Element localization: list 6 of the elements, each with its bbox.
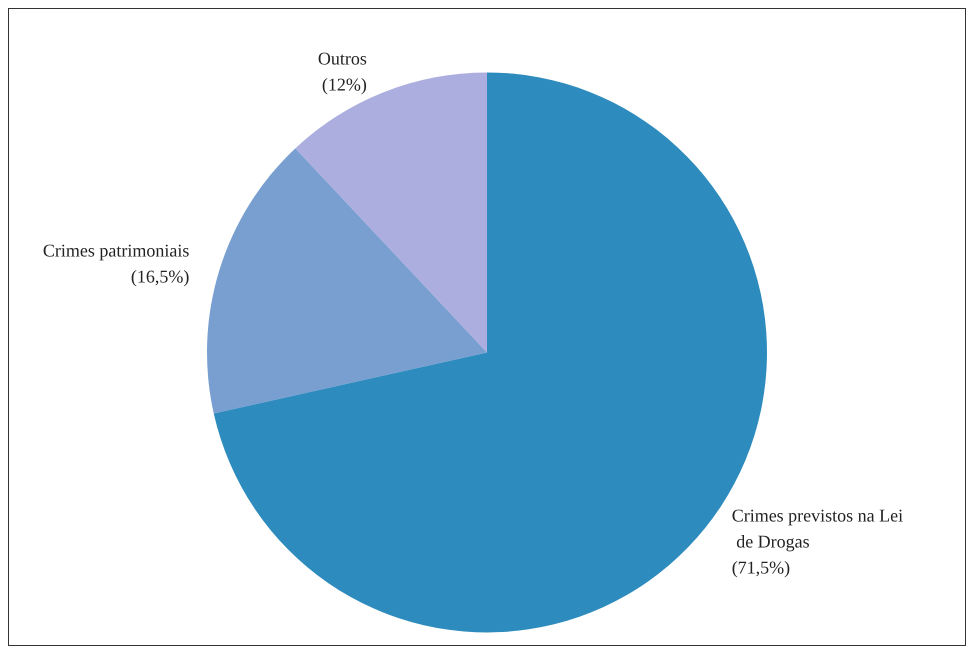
data-label: (12%) — [322, 74, 367, 95]
slice-label: Crimes patrimoniais — [42, 240, 190, 261]
data-label: (16,5%) — [130, 266, 190, 287]
slice-label: Outros — [318, 48, 367, 69]
slice-label: Crimes previstos na Lei de Drogas — [732, 505, 904, 552]
data-label: (71,5%) — [732, 557, 790, 578]
